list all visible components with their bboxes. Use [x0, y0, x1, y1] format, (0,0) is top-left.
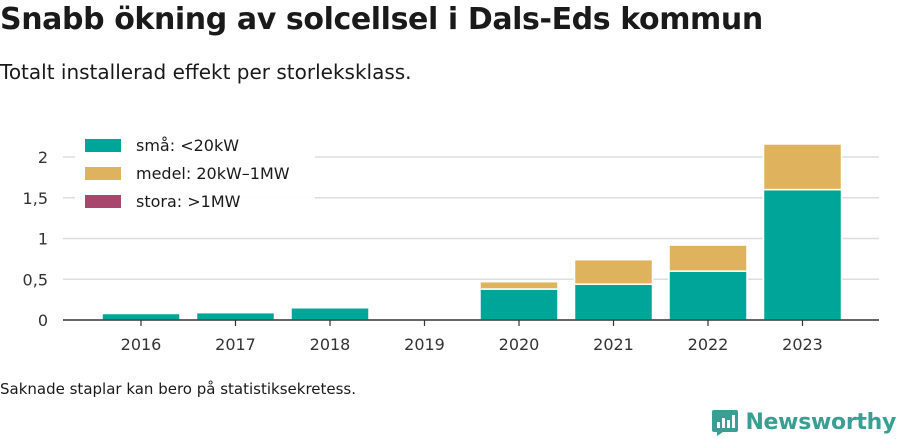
bar-segment — [101, 312, 181, 321]
legend-label: små: <20kW — [136, 136, 239, 155]
x-tick-label: 2019 — [404, 335, 445, 354]
brand-logo: Newsworthy — [711, 406, 896, 438]
bar-segment — [762, 143, 843, 191]
chart-title: Snabb ökning av solcellsel i Dals-Eds ko… — [0, 2, 763, 37]
legend-swatch — [85, 195, 121, 208]
bar-chart: 0 0,5 1 1,5 2 2016 2017 2018 2019 2020 2021 2022 202… — [22, 136, 879, 354]
x-tick-label: 2017 — [215, 335, 256, 354]
y-tick-label: 0 — [38, 311, 48, 330]
bar-segment — [290, 307, 370, 321]
x-tick-label: 2022 — [688, 335, 729, 354]
y-tick-label: 2 — [38, 148, 48, 167]
bar-segment — [479, 280, 559, 290]
x-tick-label: 2018 — [310, 335, 351, 354]
bar-segment — [573, 283, 654, 321]
y-tick-label: 1,5 — [23, 189, 48, 208]
legend-swatch — [85, 139, 121, 152]
y-tick-label: 0,5 — [23, 270, 48, 289]
bar-segment — [668, 270, 748, 321]
newsworthy-logo-icon — [712, 410, 739, 436]
bar-segment — [668, 244, 748, 272]
bar-segment — [762, 188, 843, 321]
legend-label: medel: 20kW–1MW — [136, 164, 290, 183]
legend-swatch — [85, 167, 121, 180]
chart-subtitle: Totalt installerad effekt per storlekskl… — [0, 60, 412, 84]
bar-segment — [195, 311, 276, 321]
bar-segment — [573, 258, 654, 285]
x-tick-label: 2021 — [593, 335, 634, 354]
x-tick-label: 2023 — [782, 335, 823, 354]
legend-label: stora: >1MW — [136, 192, 241, 211]
brand-name: Newsworthy — [745, 409, 896, 435]
bar-segment — [479, 288, 559, 321]
x-tick-label: 2020 — [499, 335, 540, 354]
footnote: Saknade staplar kan bero på statistiksek… — [0, 380, 357, 398]
y-tick-label: 1 — [38, 230, 48, 249]
x-tick-label: 2016 — [121, 335, 162, 354]
